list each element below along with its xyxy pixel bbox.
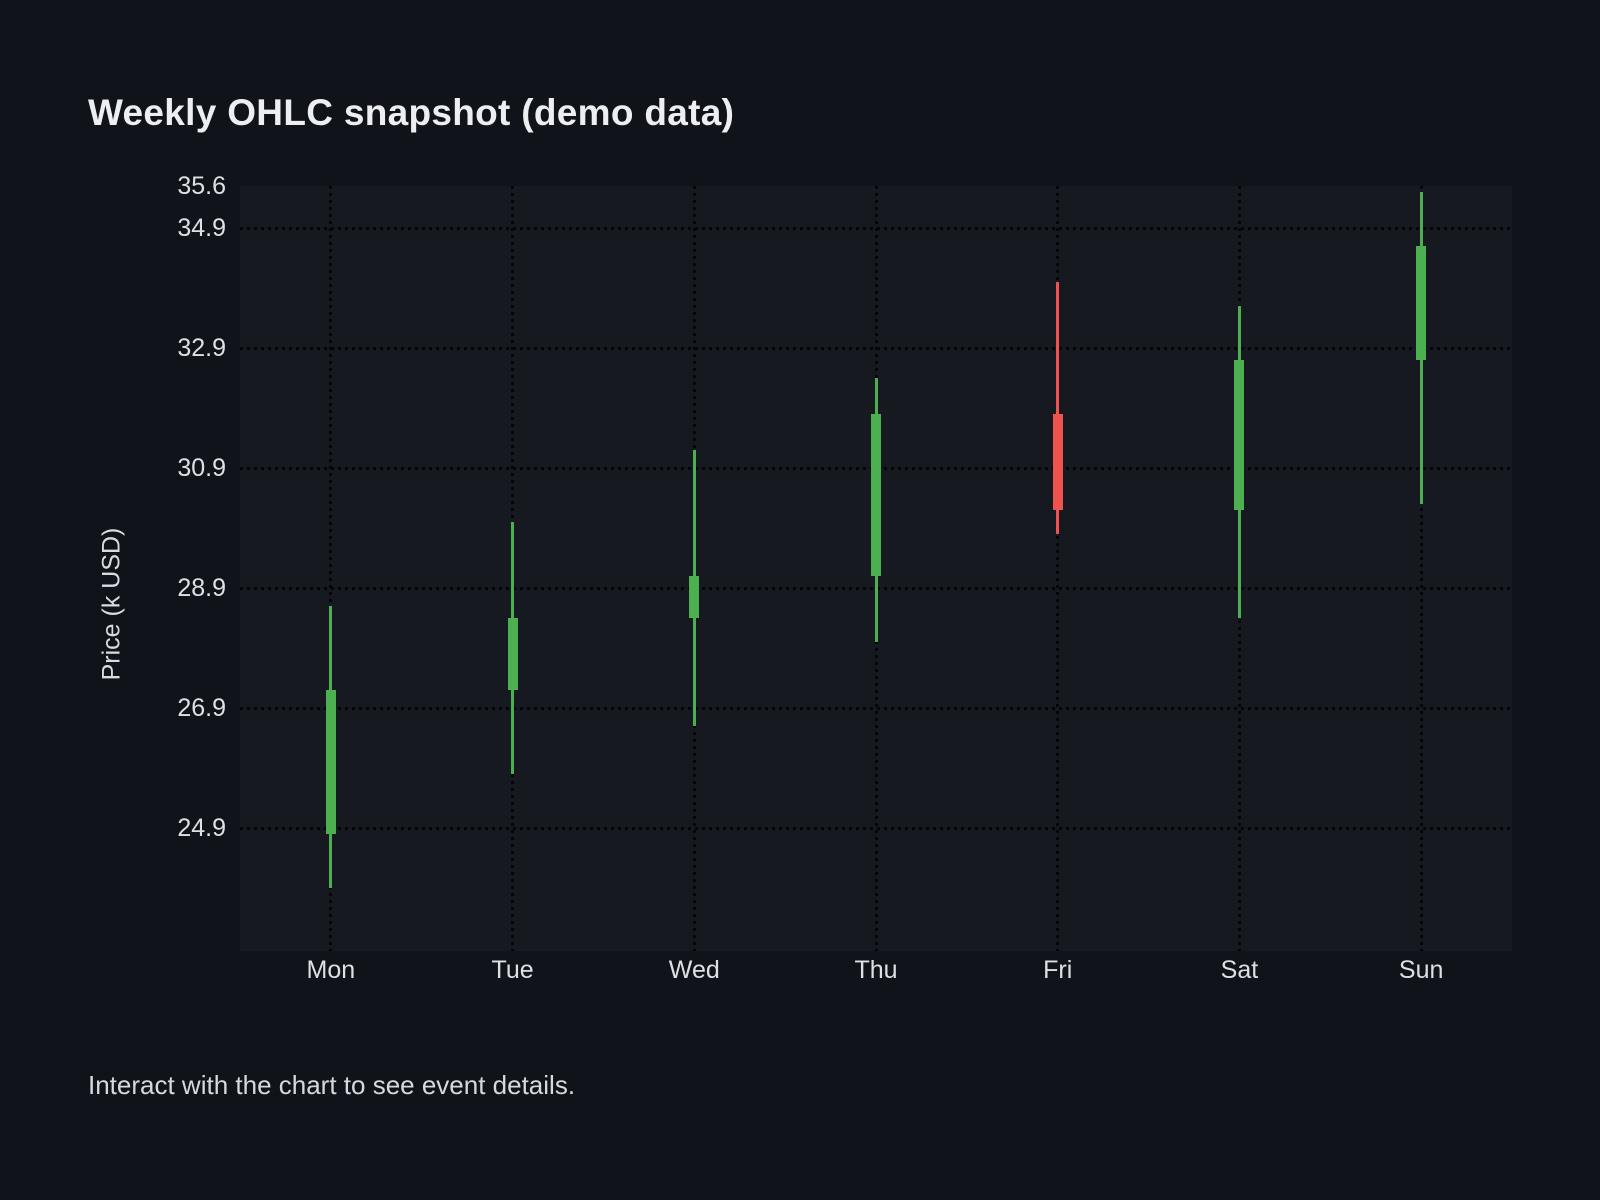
x-tick-label-tue: Tue: [491, 956, 534, 984]
y-tick-label: 28.9: [177, 574, 226, 602]
y-tick-label: 34.9: [177, 214, 226, 242]
chart-title: Weekly OHLC snapshot (demo data): [88, 92, 735, 133]
y-axis-label: Price (k USD): [97, 527, 126, 681]
candle-body-wed[interactable]: [689, 576, 700, 618]
x-tick-label-thu: Thu: [854, 956, 898, 984]
y-tick-label: 32.9: [177, 334, 226, 362]
x-tick-label-sat: Sat: [1220, 956, 1259, 984]
v-gridline: [1056, 186, 1060, 951]
y-tick-label: 26.9: [177, 694, 226, 722]
x-tick-label-wed: Wed: [668, 956, 720, 984]
candle-body-sat[interactable]: [1234, 360, 1245, 510]
v-gridline: [1419, 186, 1423, 951]
x-tick-label-sun: Sun: [1398, 956, 1444, 984]
candle-wick-fri[interactable]: [1056, 282, 1060, 534]
x-tick-label-mon: Mon: [306, 956, 356, 984]
y-tick-label: 30.9: [177, 454, 226, 482]
footer-note: Interact with the chart to see event det…: [88, 1070, 576, 1100]
candle-body-fri[interactable]: [1052, 414, 1063, 510]
candle-body-sun[interactable]: [1416, 246, 1427, 360]
y-tick-label: 24.9: [177, 814, 226, 842]
y-tick-label: 35.6: [177, 172, 226, 200]
candle-body-mon[interactable]: [325, 690, 336, 834]
x-tick-label-fri: Fri: [1043, 956, 1073, 984]
v-gridline: [329, 186, 333, 951]
candle-body-tue[interactable]: [507, 618, 518, 690]
candle-body-thu[interactable]: [871, 414, 881, 576]
